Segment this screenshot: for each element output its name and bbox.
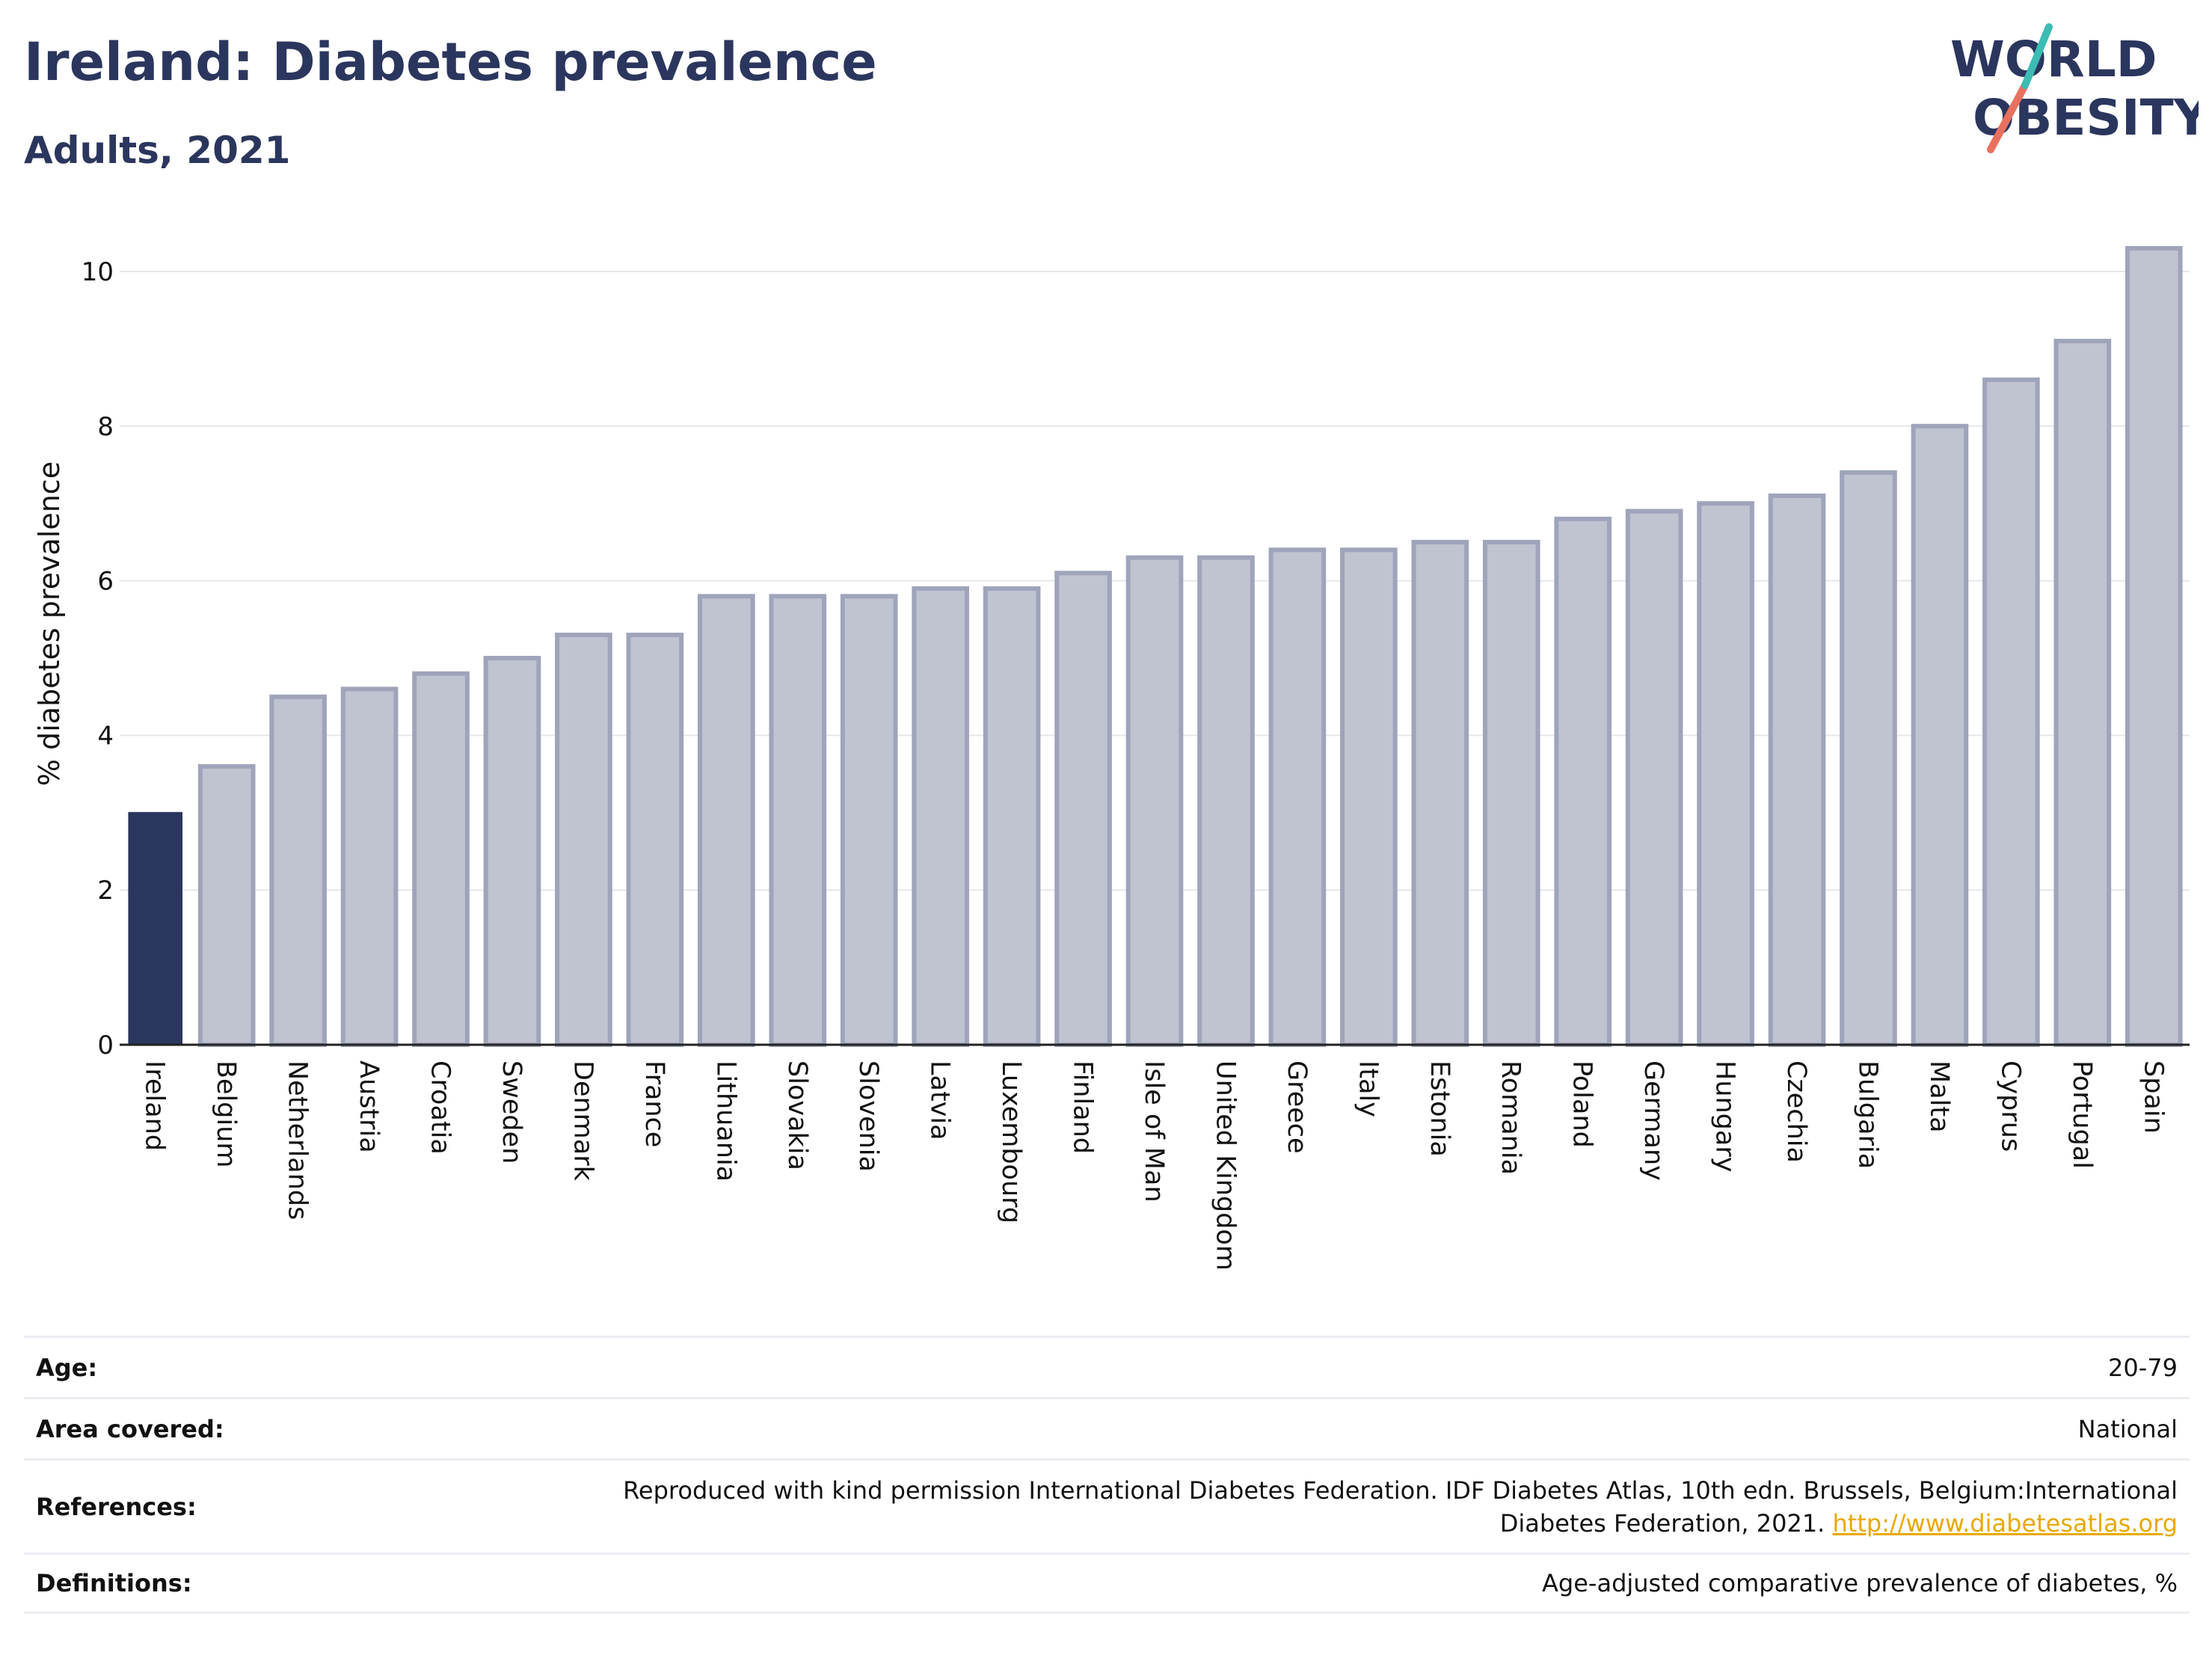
bar-poland bbox=[1554, 516, 1612, 1047]
references-value: Reproduced with kind permission Internat… bbox=[623, 1474, 2178, 1540]
bar-latvia bbox=[912, 586, 969, 1047]
x-tick-label: Slovakia bbox=[782, 1060, 812, 1170]
y-tick-label: 6 bbox=[97, 567, 114, 597]
bar-hungary bbox=[1697, 501, 1754, 1047]
bar-ireland bbox=[128, 811, 183, 1046]
x-tick-label: Slovenia bbox=[853, 1060, 883, 1172]
x-tick-label: Finland bbox=[1068, 1060, 1098, 1154]
bar-belgium bbox=[197, 764, 256, 1047]
bar-united-kingdom bbox=[1197, 555, 1255, 1047]
definitions-label: Definitions: bbox=[36, 1569, 192, 1597]
x-tick-label: Cyprus bbox=[1995, 1060, 2025, 1152]
x-tick-label: Croatia bbox=[425, 1060, 455, 1155]
references-label: References: bbox=[36, 1492, 197, 1521]
bar-austria bbox=[340, 687, 399, 1047]
info-row-definitions: Definitions: Age-adjusted comparative pr… bbox=[24, 1553, 2190, 1614]
bar-cyprus bbox=[1982, 377, 2040, 1047]
x-tick-label: Isle of Man bbox=[1139, 1060, 1169, 1203]
y-tick-label: 8 bbox=[97, 412, 114, 442]
x-tick-label: Bulgaria bbox=[1852, 1060, 1882, 1169]
x-tick-label: Malta bbox=[1924, 1060, 1954, 1133]
bar-netherlands bbox=[269, 694, 327, 1047]
x-tick-label: Germany bbox=[1638, 1060, 1668, 1181]
bar-estonia bbox=[1411, 539, 1469, 1047]
x-tick-label: Hungary bbox=[1710, 1060, 1740, 1172]
bar-italy bbox=[1340, 547, 1398, 1047]
x-tick-label: Belgium bbox=[211, 1060, 241, 1168]
bar-germany bbox=[1625, 509, 1683, 1047]
bar-romania bbox=[1482, 539, 1540, 1047]
bar-isle-of-man bbox=[1125, 555, 1184, 1047]
info-table: Age: 20-79 Area covered: National Refere… bbox=[24, 1336, 2190, 1614]
bar-slovenia bbox=[840, 594, 898, 1047]
x-tick-label: Estonia bbox=[1425, 1060, 1454, 1157]
bar-chart: 0 2 4 6 8 10 Ireland Belgium Netherlands Austria… bbox=[82, 245, 2190, 1271]
y-tick-label: 2 bbox=[97, 876, 114, 906]
age-label: Age: bbox=[36, 1353, 98, 1382]
y-tick-label: 0 bbox=[97, 1031, 114, 1060]
y-axis-title: % diabetes prevalence bbox=[33, 461, 66, 787]
bar-slovakia bbox=[769, 594, 827, 1047]
x-tick-label: United Kingdom bbox=[1210, 1060, 1240, 1271]
x-tick-label: France bbox=[639, 1060, 669, 1147]
x-tick-labels: Ireland Belgium Netherlands Austria Croatia S… bbox=[140, 1060, 2169, 1271]
y-tick-label: 4 bbox=[97, 721, 114, 751]
x-tick-label: Italy bbox=[1353, 1060, 1383, 1117]
x-tick-label: Lithuania bbox=[710, 1060, 740, 1182]
bar-sweden bbox=[483, 656, 541, 1047]
y-tick-labels: 0 2 4 6 8 10 bbox=[82, 257, 114, 1060]
bar-luxembourg bbox=[983, 586, 1041, 1047]
diabetes-atlas-link[interactable]: http://www.diabetesatlas.org bbox=[1832, 1508, 2178, 1538]
references-line-1: Reproduced with kind permission Internat… bbox=[623, 1476, 2178, 1505]
area-label: Area covered: bbox=[36, 1414, 224, 1443]
bar-france bbox=[626, 632, 684, 1047]
bar-bulgaria bbox=[1840, 470, 1897, 1047]
info-row-area: Area covered: National bbox=[24, 1397, 2190, 1458]
bar-czechia bbox=[1768, 493, 1826, 1047]
x-tick-label: Austria bbox=[354, 1060, 384, 1153]
bar-finland bbox=[1054, 571, 1112, 1047]
logo-line-1: WORLD bbox=[1950, 31, 2157, 88]
bar-denmark bbox=[555, 632, 612, 1047]
x-tick-label: Sweden bbox=[497, 1060, 526, 1164]
bar-spain bbox=[2125, 245, 2183, 1048]
bars bbox=[128, 245, 2183, 1048]
x-tick-label: Poland bbox=[1567, 1060, 1597, 1148]
definitions-value: Age-adjusted comparative prevalence of d… bbox=[1542, 1569, 2178, 1597]
logo-slash-teal bbox=[2021, 23, 2053, 89]
x-tick-label: Denmark bbox=[568, 1060, 597, 1182]
y-tick-label: 10 bbox=[82, 257, 114, 287]
x-tick-label: Ireland bbox=[140, 1060, 170, 1151]
chart-title: Ireland: Diabetes prevalence bbox=[24, 31, 877, 93]
x-tick-label: Czechia bbox=[1781, 1060, 1811, 1163]
info-row-references: References: Reproduced with kind permiss… bbox=[24, 1458, 2190, 1553]
x-tick-label: Luxembourg bbox=[996, 1060, 1026, 1223]
x-tick-label: Netherlands bbox=[283, 1060, 313, 1220]
world-obesity-logo: WORLD OBESITY bbox=[1950, 23, 2199, 153]
x-tick-label: Portugal bbox=[2067, 1060, 2097, 1169]
info-row-age: Age: 20-79 bbox=[24, 1336, 2190, 1397]
area-value: National bbox=[2077, 1414, 2178, 1443]
age-value: 20-79 bbox=[2108, 1353, 2178, 1382]
references-line-2: Diabetes Federation, 2021. bbox=[1499, 1508, 1833, 1538]
bar-lithuania bbox=[697, 594, 755, 1047]
x-tick-label: Latvia bbox=[925, 1060, 955, 1140]
bar-greece bbox=[1268, 547, 1327, 1047]
logo-slash-coral bbox=[1987, 82, 2029, 153]
x-tick-label: Romania bbox=[1496, 1060, 1526, 1175]
x-tick-label: Spain bbox=[2138, 1060, 2168, 1134]
chart-subtitle: Adults, 2021 bbox=[24, 129, 291, 172]
bar-croatia bbox=[412, 671, 470, 1047]
bar-portugal bbox=[2053, 339, 2112, 1047]
bar-malta bbox=[1911, 423, 1969, 1047]
x-tick-label: Greece bbox=[1282, 1060, 1312, 1154]
